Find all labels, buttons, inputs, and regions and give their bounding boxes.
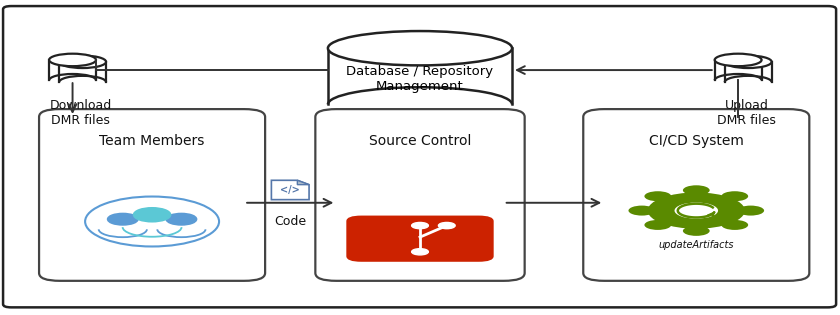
Circle shape: [675, 203, 718, 219]
Text: CI/CD System: CI/CD System: [648, 134, 743, 148]
Circle shape: [722, 191, 748, 201]
Circle shape: [438, 222, 455, 229]
Text: Download
DMR files: Download DMR files: [50, 99, 112, 127]
Polygon shape: [297, 180, 309, 185]
Text: Team Members: Team Members: [99, 134, 205, 148]
Circle shape: [644, 220, 671, 230]
Circle shape: [134, 208, 171, 222]
Text: Source Control: Source Control: [369, 134, 471, 148]
Circle shape: [648, 192, 745, 229]
Ellipse shape: [328, 31, 512, 66]
Bar: [49, 60, 96, 80]
FancyBboxPatch shape: [346, 215, 494, 262]
Circle shape: [412, 222, 428, 229]
Text: Upload
DMR files: Upload DMR files: [717, 99, 776, 127]
Bar: [59, 62, 106, 82]
Text: updateArtifacts: updateArtifacts: [659, 240, 734, 250]
Bar: [715, 60, 762, 80]
Circle shape: [628, 206, 655, 215]
FancyBboxPatch shape: [315, 109, 525, 281]
FancyBboxPatch shape: [39, 109, 265, 281]
Bar: [725, 62, 772, 82]
Ellipse shape: [725, 55, 772, 68]
Ellipse shape: [49, 54, 96, 66]
FancyBboxPatch shape: [3, 6, 836, 307]
Circle shape: [722, 220, 748, 230]
Text: </>: </>: [281, 185, 300, 195]
Circle shape: [683, 185, 710, 195]
PathPatch shape: [271, 180, 309, 200]
Circle shape: [738, 206, 764, 215]
Text: Code: Code: [274, 215, 307, 228]
Circle shape: [166, 214, 197, 225]
Circle shape: [412, 249, 428, 255]
Circle shape: [683, 226, 710, 236]
Circle shape: [644, 191, 671, 201]
Ellipse shape: [59, 55, 106, 68]
Circle shape: [85, 197, 219, 246]
Circle shape: [108, 214, 138, 225]
Text: Database / Repository
Management: Database / Repository Management: [346, 66, 494, 94]
Ellipse shape: [715, 54, 762, 66]
Bar: [328, 48, 512, 104]
FancyBboxPatch shape: [583, 109, 809, 281]
